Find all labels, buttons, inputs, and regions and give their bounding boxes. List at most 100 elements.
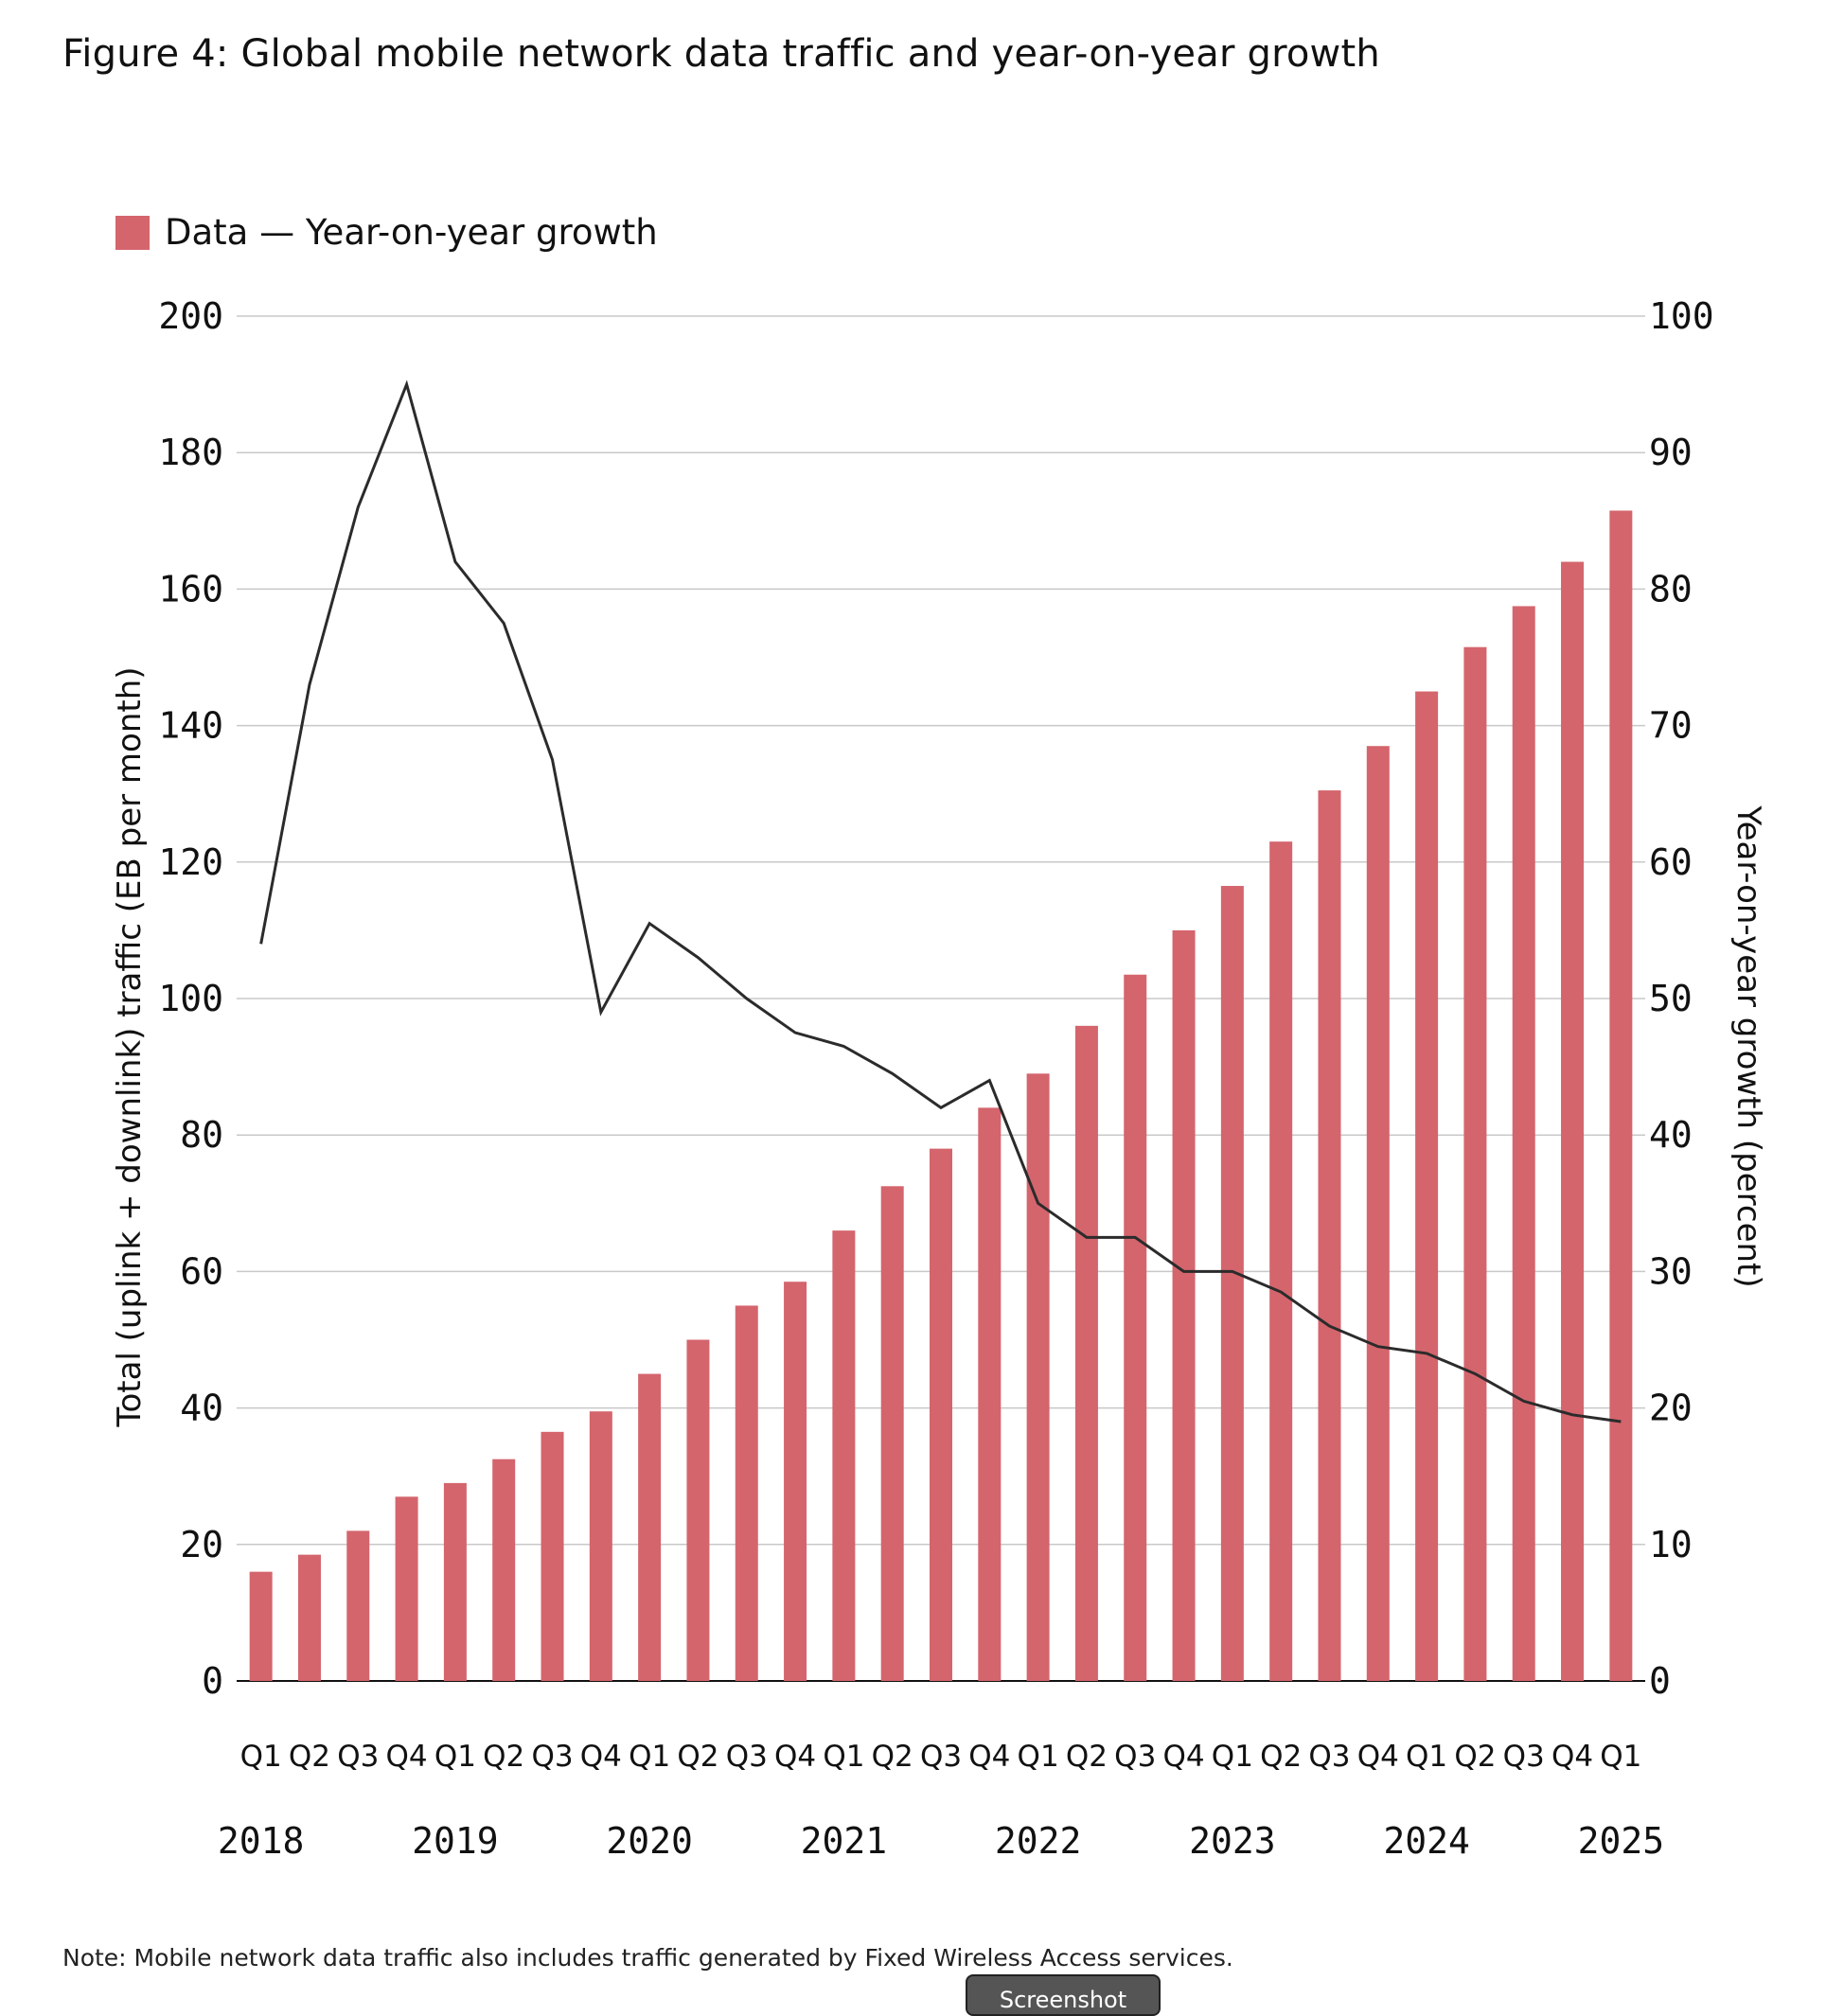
bar [1609,510,1633,1681]
quarter-label: Q2 [289,1740,330,1774]
quarter-label: Q3 [726,1740,768,1774]
quarter-label: Q3 [920,1740,962,1774]
bar [1415,691,1439,1681]
quarter-label: Q1 [434,1740,476,1774]
bar-series [249,510,1633,1681]
right-tick-label: 40 [1649,1114,1693,1156]
year-label: 2021 [801,1820,888,1862]
bar [930,1148,952,1681]
right-tick-label: 60 [1649,841,1693,883]
quarter-label: Q1 [823,1740,864,1774]
quarter-label: Q2 [1454,1740,1496,1774]
left-tick-label: 20 [180,1524,223,1565]
right-tick-label: 50 [1649,978,1693,1019]
quarter-label: Q2 [872,1740,913,1774]
quarter-label: Q3 [337,1740,379,1774]
year-label: 2018 [218,1820,305,1862]
quarter-label: Q1 [240,1740,282,1774]
bar [346,1530,370,1681]
bar [978,1107,1002,1681]
bar [1074,1025,1098,1681]
gridlines [237,315,1645,1682]
year-label: 2022 [995,1820,1082,1862]
left-tick-label: 140 [158,705,223,747]
bar [735,1305,758,1681]
year-label: 2024 [1383,1820,1470,1862]
right-tick-label: 70 [1649,705,1693,747]
quarter-label: Q4 [1162,1740,1204,1774]
right-tick-label: 10 [1649,1524,1693,1565]
right-tick-label: 30 [1649,1250,1693,1292]
quarter-label: Q1 [1212,1740,1253,1774]
right-tick-label: 0 [1649,1660,1671,1702]
bar [1269,841,1293,1681]
year-label: 2023 [1189,1820,1276,1862]
right-tick-label: 20 [1649,1388,1693,1429]
quarter-label: Q4 [774,1740,816,1774]
quarter-label: Q1 [1018,1740,1059,1774]
quarter-label: Q1 [1406,1740,1447,1774]
bar [395,1496,418,1681]
bar [1463,646,1487,1681]
quarter-label: Q4 [1357,1740,1399,1774]
right-tick-label: 80 [1649,568,1693,610]
left-tick-label: 180 [158,432,223,473]
left-tick-label: 80 [180,1114,223,1156]
bar [638,1373,662,1681]
figure-title: Figure 4: Global mobile network data tra… [62,32,1380,76]
right-tick-label: 90 [1649,432,1693,473]
quarter-label: Q2 [483,1740,524,1774]
left-tick-label: 0 [202,1660,223,1702]
bar [541,1431,564,1681]
left-axis-ticks: 0 20 40 60 80 100 120 140 160 180 200 [158,295,223,1702]
bar [784,1282,807,1681]
quarter-label: Q3 [1503,1740,1545,1774]
quarter-label: Q4 [968,1740,1010,1774]
screenshot-button[interactable]: Screenshot [966,1974,1161,2016]
bar [686,1339,710,1681]
left-tick-label: 200 [158,295,223,337]
bar [589,1411,612,1681]
bar [1318,790,1341,1681]
year-labels: 2018 2019 2020 2021 2022 2023 2024 2025 [218,1820,1664,1862]
quarter-label: Q4 [1551,1740,1593,1774]
quarter-label: Q1 [629,1740,670,1774]
bar [880,1186,904,1681]
legend-label: Data — Year-on-year growth [165,212,658,253]
chart: 0 20 40 60 80 100 120 140 160 180 200 0 10 20 30 40 50 6… [111,295,1767,1862]
right-axis-ticks: 0 10 20 30 40 50 60 70 80 90 100 [1649,295,1714,1702]
footnote: Note: Mobile network data traffic also i… [62,1944,1233,1972]
quarter-label: Q3 [1114,1740,1156,1774]
bar [1561,561,1585,1681]
bar [492,1459,516,1681]
bar [297,1554,321,1681]
legend-swatch [115,215,150,250]
quarter-labels: Q1 Q2 Q3 Q4 Q1 Q2 Q3 Q4 Q1 Q2 Q3 Q4 Q1 Q2 Q3 Q4 Q1 Q2 Q3 Q4… [240,1740,1642,1774]
year-label: 2019 [412,1820,499,1862]
bar [1366,746,1390,1681]
left-tick-label: 100 [158,978,223,1019]
quarter-label: Q2 [677,1740,718,1774]
quarter-label: Q2 [1260,1740,1302,1774]
right-axis-title: Year-on-year growth (percent) [1729,805,1767,1287]
left-tick-label: 60 [180,1250,223,1292]
left-tick-label: 160 [158,568,223,610]
quarter-label: Q3 [1308,1740,1350,1774]
quarter-label: Q4 [386,1740,428,1774]
left-axis-title: Total (uplink + downlink) traffic (EB pe… [111,666,149,1427]
bar [1172,929,1196,1681]
right-tick-label: 100 [1649,295,1714,337]
line-series [259,380,1622,1424]
quarter-label: Q3 [531,1740,573,1774]
left-tick-label: 40 [180,1388,223,1429]
bar [443,1482,467,1681]
chart-legend: Data — Year-on-year growth [115,212,658,253]
bar [1220,886,1244,1681]
bar [1124,974,1147,1681]
left-tick-label: 120 [158,841,223,883]
bar [1026,1073,1050,1681]
year-label: 2025 [1578,1820,1665,1862]
bar [249,1571,273,1681]
quarter-label: Q2 [1066,1740,1108,1774]
quarter-label: Q4 [580,1740,622,1774]
